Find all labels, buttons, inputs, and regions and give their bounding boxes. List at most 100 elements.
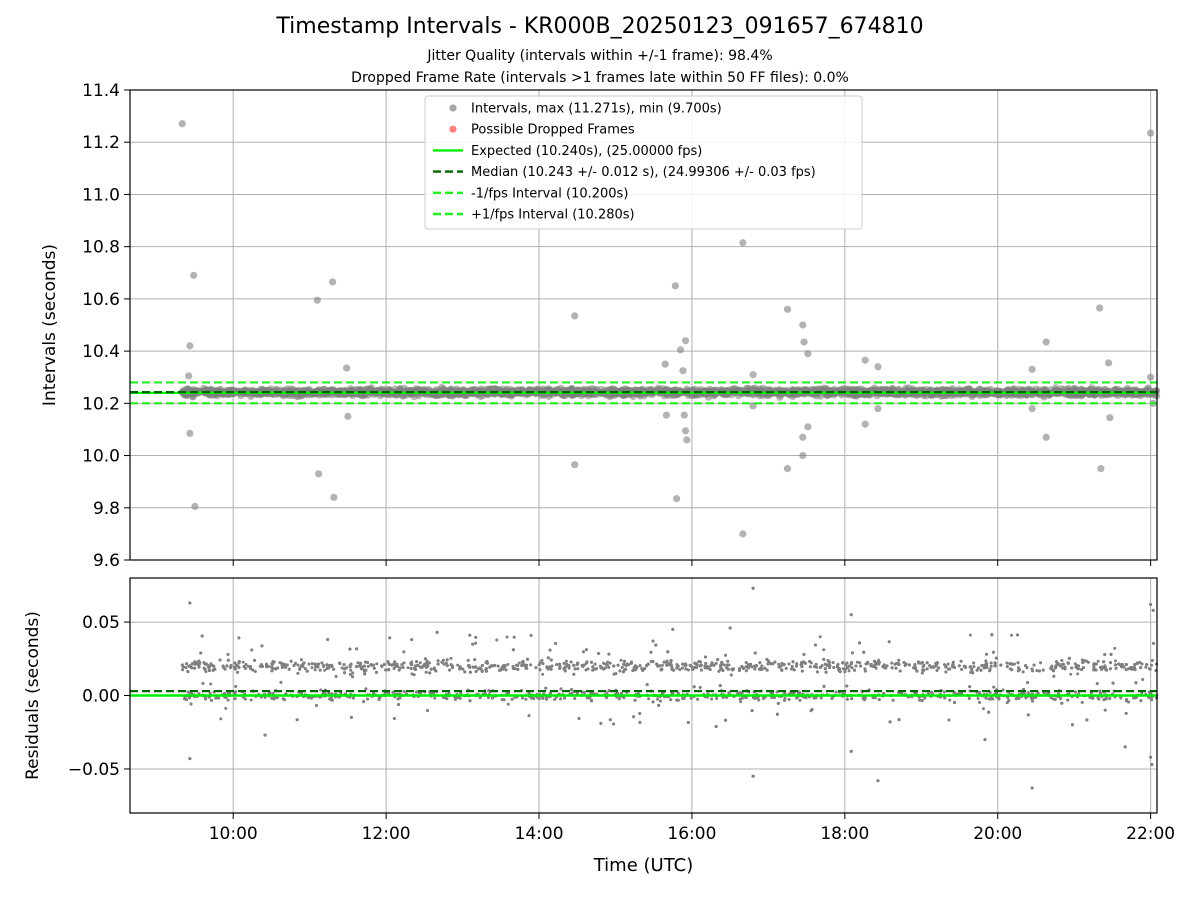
interval-outlier-point — [1104, 359, 1113, 367]
residual-point — [948, 698, 952, 702]
chart-title: Timestamp Intervals - KR000B_20250123_09… — [276, 14, 924, 39]
intervals-ytick-label: 11.0 — [82, 185, 120, 205]
residual-point — [380, 664, 384, 668]
interval-outlier-point — [676, 346, 685, 354]
residual-point — [1039, 661, 1043, 665]
interval-outlier-point — [739, 239, 747, 247]
residual-point — [201, 681, 205, 685]
interval-outlier-point — [1147, 373, 1155, 381]
interval-outlier-point — [330, 493, 338, 501]
interval-outlier-point — [1028, 404, 1036, 413]
interval-outlier-point — [1042, 338, 1050, 346]
residual-point — [822, 648, 826, 652]
interval-outlier-point — [804, 423, 812, 431]
residual-point — [436, 659, 440, 663]
residual-point — [586, 667, 590, 671]
interval-outlier-point — [186, 342, 194, 350]
residual-point — [1080, 700, 1084, 704]
residual-point — [918, 698, 922, 702]
residual-point — [506, 702, 510, 706]
interval-outlier-point — [679, 367, 687, 375]
residual-point — [660, 663, 664, 667]
interval-outlier-point — [1097, 465, 1105, 473]
residual-point — [1005, 701, 1009, 705]
residual-point — [1113, 646, 1117, 650]
residual-point — [322, 664, 326, 668]
interval-outlier-point — [313, 296, 321, 304]
intervals-ytick-label: 11.2 — [82, 133, 120, 153]
residual-point — [658, 699, 662, 703]
residual-point — [946, 662, 950, 666]
interval-outlier-point — [683, 436, 691, 444]
residual-point — [981, 707, 985, 711]
interval-outlier-point — [1096, 304, 1104, 312]
residual-point — [798, 698, 802, 702]
residual-point — [845, 661, 849, 665]
residual-point — [397, 702, 401, 706]
residual-point — [433, 696, 437, 700]
intervals-panel: 9.69.810.010.210.410.610.811.011.211.4In… — [40, 81, 1161, 571]
jitter-quality-subtitle: Jitter Quality (intervals within +/-1 fr… — [427, 48, 773, 64]
interval-outlier-point — [191, 502, 199, 511]
residual-point — [1021, 670, 1025, 674]
interval-outlier-point — [874, 363, 882, 371]
intervals-ytick-label: 9.6 — [93, 551, 120, 571]
residual-point — [992, 685, 996, 689]
residual-point — [541, 672, 545, 676]
residual-point — [418, 661, 422, 665]
interval-outlier-point — [804, 350, 812, 358]
residual-point — [647, 697, 651, 701]
residual-point — [375, 662, 379, 666]
residual-point — [449, 656, 453, 660]
residual-point — [323, 668, 327, 672]
residual-point — [960, 667, 964, 671]
residual-point — [968, 633, 972, 637]
residual-point — [410, 638, 414, 642]
interval-outlier-point — [314, 470, 323, 478]
residual-point — [402, 650, 406, 654]
interval-outlier-point — [681, 427, 690, 435]
residual-point — [1076, 672, 1080, 676]
residual-point — [527, 714, 531, 718]
interval-outlier-point — [799, 451, 807, 460]
residual-point — [260, 644, 264, 648]
residual-point — [505, 635, 509, 639]
dropped-frame-subtitle: Dropped Frame Rate (intervals >1 frames … — [351, 70, 849, 86]
residual-point — [1148, 667, 1152, 671]
interval-outlier-point — [861, 356, 869, 364]
residual-point — [474, 641, 478, 645]
residual-point — [726, 659, 730, 663]
residual-point — [241, 660, 245, 664]
residual-point — [978, 700, 982, 704]
residual-point — [1113, 659, 1117, 663]
interval-outlier-point — [571, 312, 579, 320]
residual-points — [180, 586, 1159, 790]
residual-point — [224, 706, 228, 710]
residual-point — [989, 661, 993, 665]
interval-outlier-point — [661, 360, 669, 368]
residual-point — [506, 662, 510, 666]
residual-point — [744, 669, 748, 673]
intervals-ytick-label: 10.2 — [82, 394, 120, 414]
residual-point — [991, 650, 995, 654]
residual-point — [517, 661, 521, 665]
residual-point — [209, 698, 213, 702]
residual-point — [1069, 672, 1073, 676]
residual-point — [226, 698, 230, 702]
interval-outlier-point — [800, 338, 808, 346]
intervals-ytick-label: 11.4 — [82, 81, 120, 101]
interval-outlier-point — [739, 530, 747, 538]
residual-point — [310, 666, 314, 670]
interval-outlier-point — [178, 120, 186, 128]
interval-outlier-point — [343, 364, 351, 372]
residual-point — [253, 658, 257, 662]
interval-outlier-point — [1028, 365, 1036, 373]
residual-point — [1096, 659, 1100, 663]
residual-point — [608, 718, 612, 722]
residual-point — [584, 648, 588, 652]
interval-outlier-point — [749, 371, 757, 379]
interval-point — [438, 383, 446, 391]
intervals-ytick-label: 10.4 — [82, 342, 120, 362]
